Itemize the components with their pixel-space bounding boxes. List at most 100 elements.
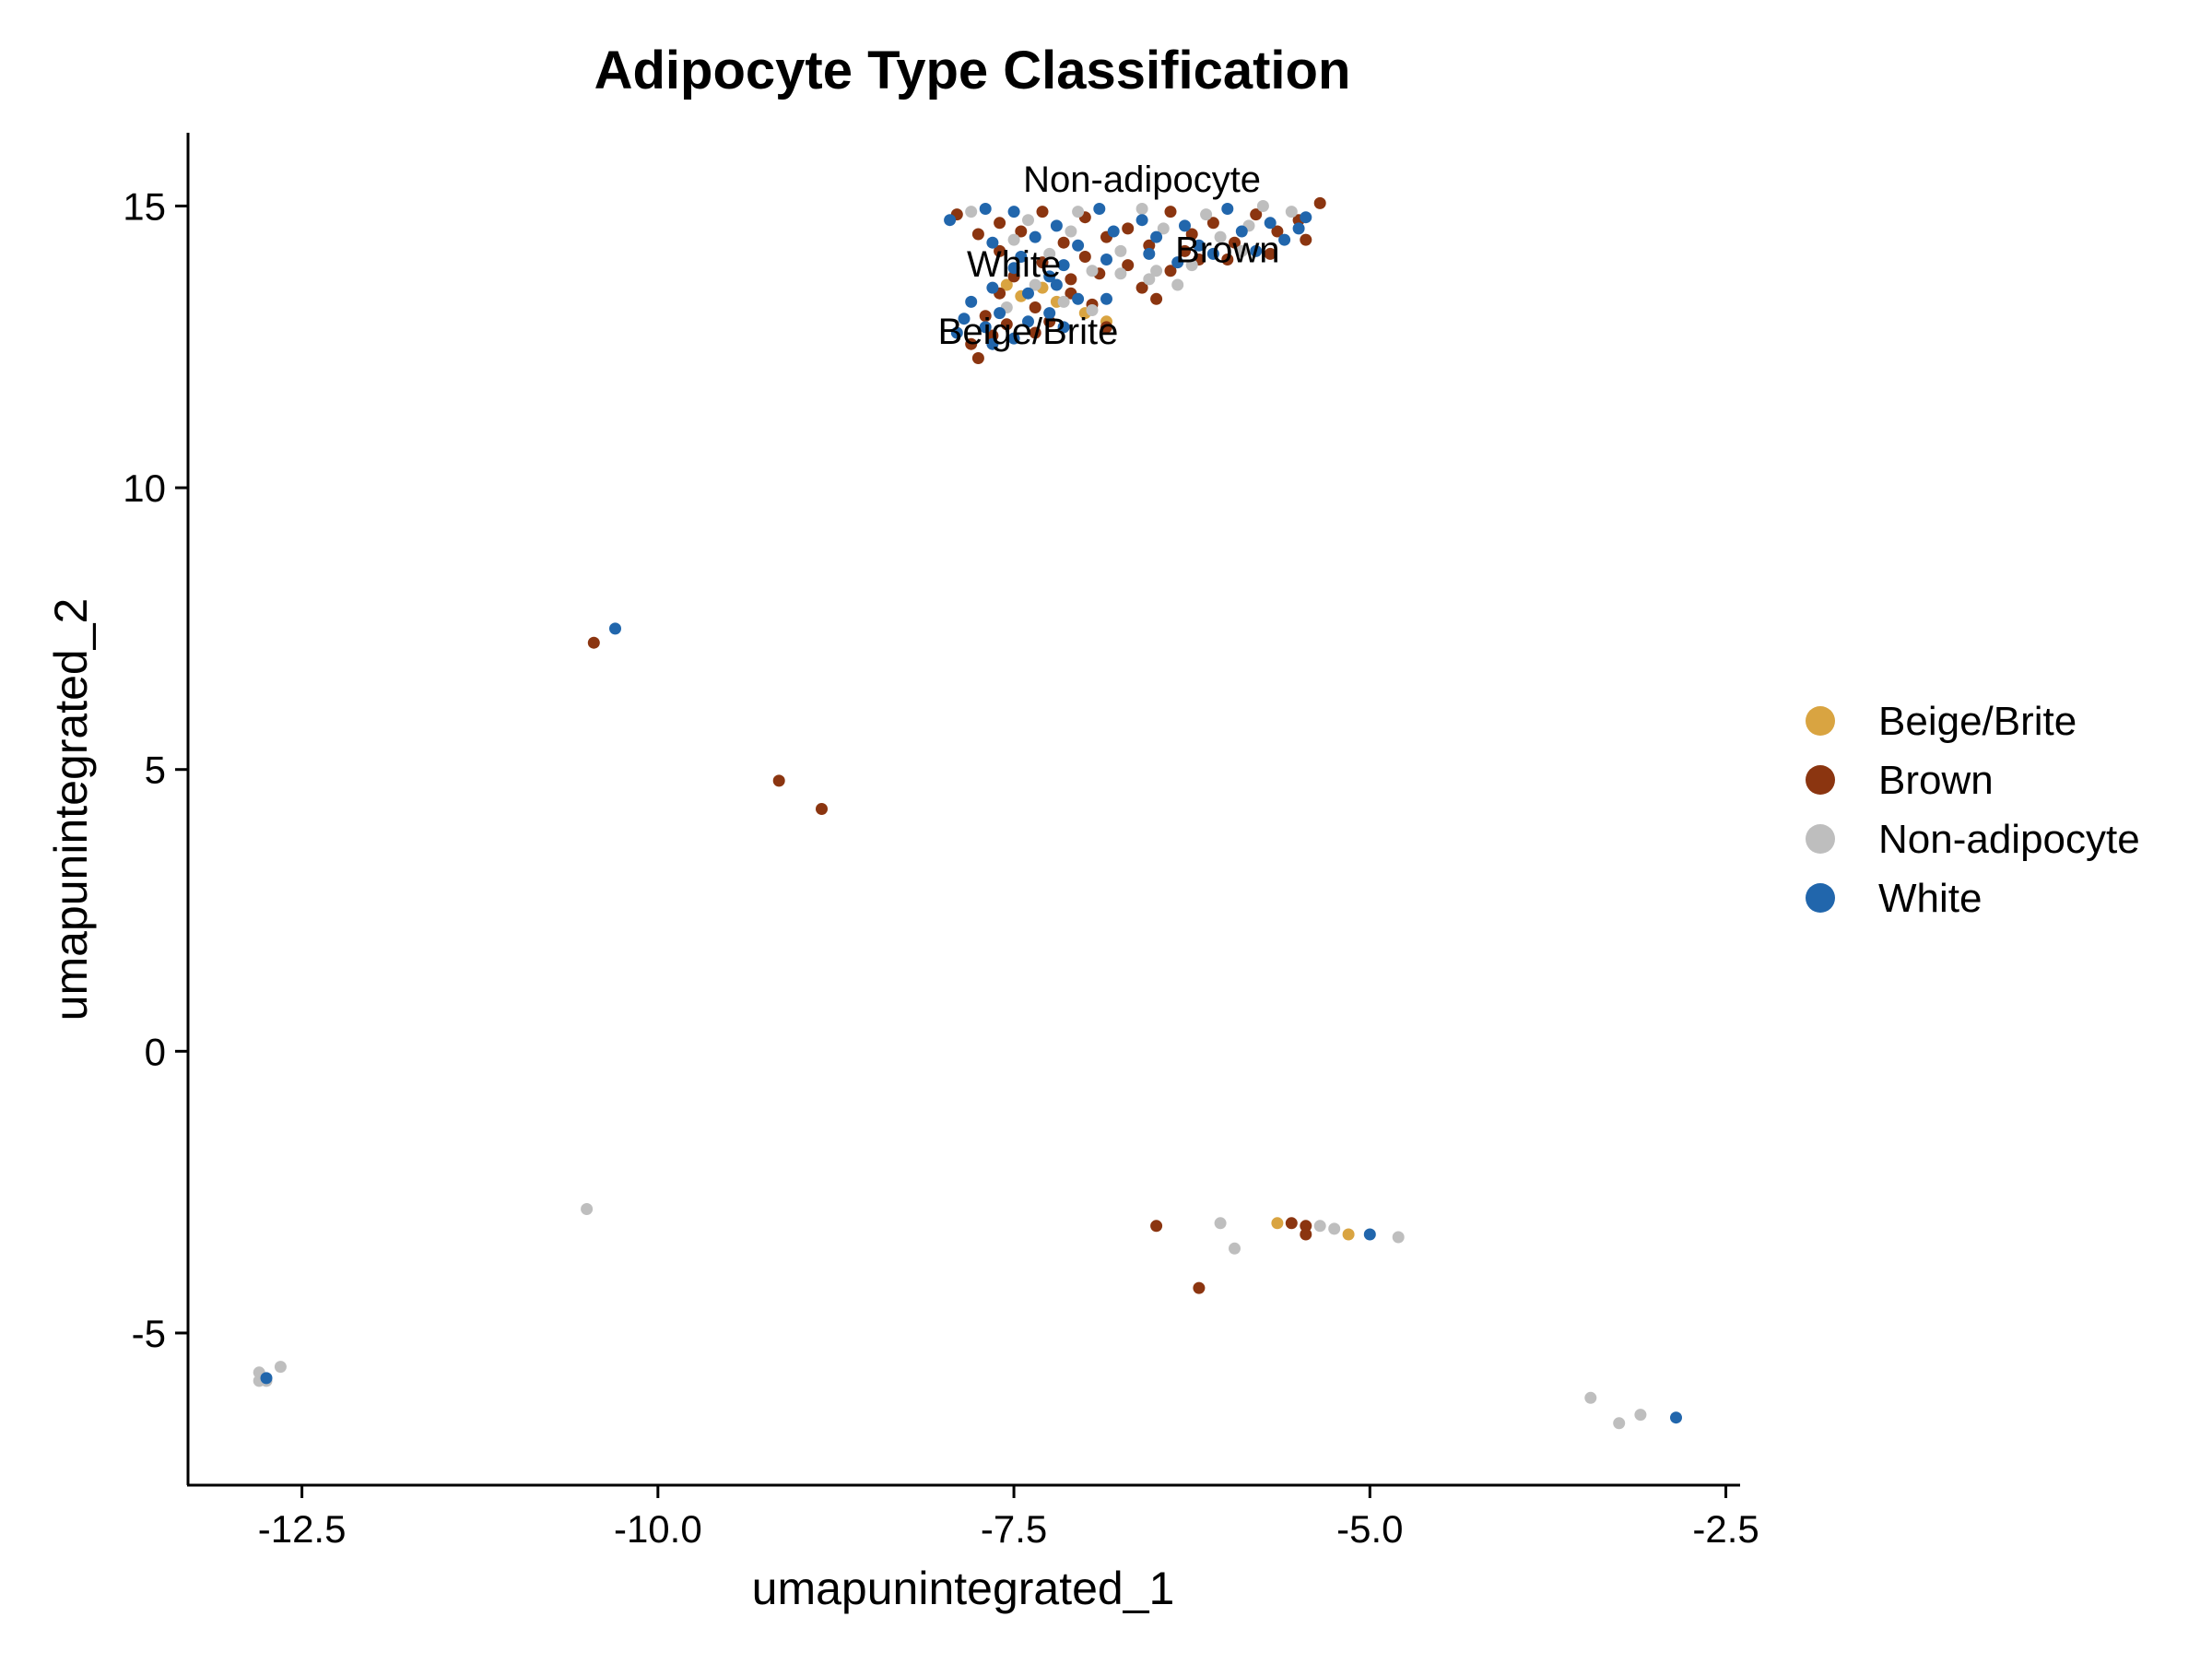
data-point [1300, 211, 1312, 224]
data-point [1313, 1220, 1326, 1233]
data-point [1634, 1409, 1647, 1422]
data-point [971, 352, 984, 364]
legend-key [1806, 765, 1835, 795]
data-point [1229, 1242, 1241, 1255]
data-point [1250, 244, 1263, 257]
data-point [1214, 230, 1227, 243]
data-point [1613, 1417, 1626, 1430]
data-point [1043, 270, 1056, 283]
cluster-label: Brown [1175, 230, 1279, 271]
data-point [1072, 206, 1085, 218]
data-point [1363, 1228, 1376, 1241]
data-point [1264, 217, 1277, 230]
data-point [1143, 239, 1156, 252]
data-point [1256, 200, 1269, 212]
data-point [1029, 326, 1041, 339]
data-point [609, 622, 621, 635]
series-white [260, 203, 1682, 1424]
data-point [1171, 278, 1184, 291]
legend-label: Non-adipocyte [1878, 817, 2140, 862]
series-beige-brite [1000, 278, 1355, 1241]
data-point [1271, 225, 1284, 238]
data-point [1185, 259, 1198, 272]
y-axis-ticks: -5 0 5 10 15 [123, 184, 188, 1355]
data-point [994, 244, 1006, 257]
points-layer [253, 196, 1682, 1430]
data-point [1072, 292, 1085, 305]
data-point [979, 203, 992, 215]
data-point [1150, 230, 1163, 243]
data-point [1086, 304, 1099, 316]
data-point [1007, 262, 1020, 275]
data-point [1584, 1391, 1597, 1404]
x-axis-label: umapunintegrated_1 [752, 1563, 1175, 1614]
x-tick-label: -2.5 [1692, 1507, 1759, 1551]
y-tick-label: 10 [123, 466, 166, 510]
data-point [1292, 222, 1305, 235]
data-point [1221, 254, 1234, 266]
x-tick-label: -5.0 [1336, 1507, 1403, 1551]
data-point [1250, 208, 1263, 221]
data-point [1221, 203, 1234, 215]
data-point [1670, 1411, 1682, 1424]
data-point [1300, 233, 1312, 246]
data-point [1100, 321, 1112, 334]
data-point [1214, 1217, 1227, 1230]
data-point [1150, 292, 1163, 305]
y-tick-label: -5 [132, 1312, 166, 1355]
data-point [1122, 259, 1135, 272]
data-point [1043, 247, 1056, 260]
chart-title: Adipocyte Type Classification [594, 41, 1351, 100]
data-point [1278, 233, 1291, 246]
data-point [260, 1372, 273, 1385]
data-point [1271, 1217, 1284, 1230]
data-point [1029, 301, 1041, 313]
data-point [1093, 203, 1106, 215]
y-axis-label: umapunintegrated_2 [45, 598, 97, 1021]
data-point [1342, 1228, 1355, 1241]
legend-key [1806, 706, 1835, 736]
x-axis-ticks: -12.5 -10.0 -7.5 -5.0 -2.5 [258, 1485, 1759, 1551]
data-point [1022, 287, 1034, 300]
y-tick-label: 15 [123, 184, 166, 228]
data-point [1100, 254, 1112, 266]
data-point [1029, 230, 1041, 243]
data-point [1057, 295, 1070, 308]
y-tick-label: 0 [145, 1030, 166, 1073]
series-non-adipocyte [253, 200, 1647, 1430]
data-point [1164, 206, 1177, 218]
data-point [274, 1361, 287, 1374]
data-point [986, 236, 999, 249]
cluster-label: Non-adipocyte [1023, 159, 1261, 200]
data-point [1157, 222, 1170, 235]
data-point [1050, 219, 1063, 232]
data-point [1328, 1222, 1341, 1235]
data-point [1229, 236, 1241, 249]
data-point [1150, 265, 1163, 277]
data-point [1065, 225, 1077, 238]
data-point [1007, 206, 1020, 218]
data-point [1392, 1231, 1405, 1244]
data-point [1015, 251, 1028, 263]
data-point [587, 636, 600, 649]
data-point [1114, 267, 1127, 280]
data-point [1300, 1228, 1312, 1241]
data-point [1135, 203, 1148, 215]
data-point [1135, 214, 1148, 227]
cluster-label: White [967, 244, 1061, 285]
data-point [1200, 208, 1213, 221]
data-point [1193, 239, 1206, 252]
data-point [986, 329, 999, 342]
data-point [1022, 315, 1034, 328]
data-point [1114, 244, 1127, 257]
legend: Beige/Brite Brown Non-adipocyte White [1806, 699, 2140, 921]
data-point [1000, 318, 1013, 331]
data-point [1150, 1220, 1163, 1233]
data-point [1072, 239, 1085, 252]
data-point [1143, 247, 1156, 260]
series-brown [587, 196, 1326, 1294]
x-tick-label: -7.5 [981, 1507, 1047, 1551]
data-point [581, 1203, 594, 1215]
